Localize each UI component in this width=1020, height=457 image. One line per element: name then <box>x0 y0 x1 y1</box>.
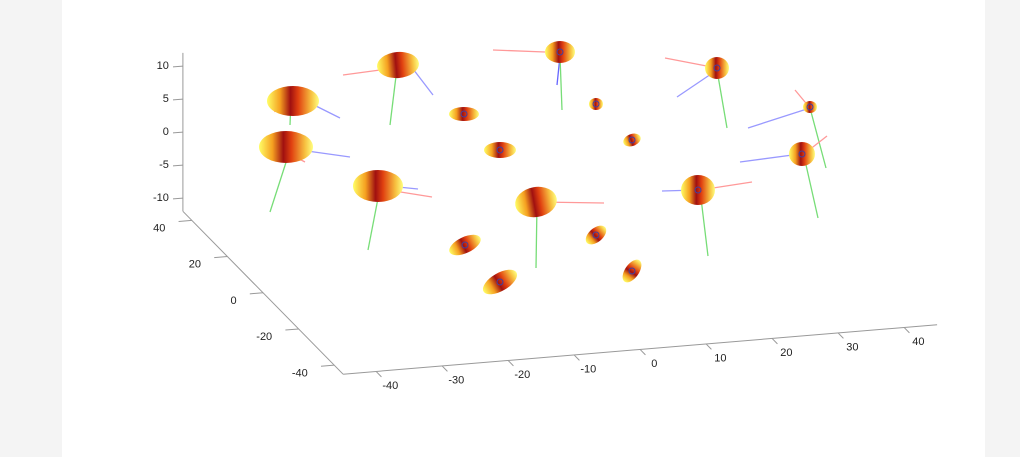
x-tick-label: 40 <box>912 336 924 348</box>
z-tick-label: -10 <box>153 192 169 204</box>
x-tick <box>903 327 910 334</box>
ellipsoid <box>267 86 319 116</box>
z-tick <box>172 131 183 134</box>
glyph-center <box>806 103 814 111</box>
glyph-center <box>460 110 468 118</box>
glyph-center <box>461 241 469 249</box>
glyph-center <box>592 100 600 108</box>
z-tick <box>172 98 183 101</box>
ellipsoid <box>585 225 607 245</box>
x-tick <box>705 343 712 350</box>
glyph-axis <box>803 155 819 219</box>
y-tick-label: 0 <box>230 295 236 307</box>
y-tick <box>214 256 228 259</box>
x-tick-label: -30 <box>448 374 464 386</box>
x-tick <box>639 349 646 356</box>
plot-background <box>62 0 985 457</box>
glyph-center <box>496 146 504 154</box>
x-tick-label: -20 <box>514 369 530 381</box>
ellipsoid <box>449 234 481 256</box>
glyph-axis <box>559 55 563 111</box>
x-tick-label: 10 <box>714 352 726 364</box>
x-tick-label: 20 <box>780 347 792 359</box>
glyph-center <box>496 278 504 286</box>
y-tick-label: 20 <box>189 259 201 271</box>
z-tick <box>172 197 183 200</box>
ellipsoid <box>681 175 715 205</box>
ellipsoid <box>623 133 641 147</box>
x-tick <box>771 338 778 345</box>
glyph-center <box>592 231 600 239</box>
y-tick-label: -20 <box>256 331 272 343</box>
glyph-center <box>628 136 636 144</box>
glyph-axis <box>492 49 546 53</box>
z-tick-label: 0 <box>163 126 169 138</box>
y-tick <box>249 292 264 295</box>
ellipsoid <box>449 107 479 121</box>
y-tick-label: 40 <box>153 222 165 234</box>
glyph-axis <box>809 107 827 169</box>
ellipsoid-glyphs <box>259 41 828 295</box>
x-tick <box>837 332 844 339</box>
x-tick-label: 0 <box>651 358 657 370</box>
ellipsoid <box>259 131 313 163</box>
ellipsoid <box>803 101 817 113</box>
glyph-axis <box>716 69 728 129</box>
x-tick-label: -40 <box>382 380 398 392</box>
x-tick <box>573 354 580 361</box>
y-tick <box>285 328 299 331</box>
ellipsoid <box>622 259 642 283</box>
y-tick-label: -40 <box>292 367 308 379</box>
x-tick-label: -10 <box>580 363 596 375</box>
ellipsoid <box>789 142 815 166</box>
y-tick <box>178 219 192 222</box>
ellipsoid <box>545 41 575 63</box>
x-tick <box>441 365 448 372</box>
x-tick <box>375 371 382 378</box>
glyph-center <box>556 48 564 56</box>
glyph-axis <box>342 69 381 76</box>
x-tick <box>507 360 514 367</box>
glyph-center <box>694 186 702 194</box>
z-tick <box>172 65 183 68</box>
axes: -40 -30 -20 -10 0 10 20 30 40 -40 -20 0 20 40 -10 -5 0 5 1… <box>153 52 938 392</box>
x-tick-label: 30 <box>846 341 858 353</box>
glyph-axis <box>747 107 811 129</box>
ellipsoid <box>515 186 557 218</box>
ellipsoid <box>484 142 516 158</box>
ellipsoid <box>353 170 403 202</box>
z-tick-label: -5 <box>159 159 169 171</box>
y-tick <box>320 364 335 367</box>
ellipsoid <box>377 51 419 79</box>
ellipsoid <box>482 269 518 295</box>
z-tick <box>172 164 183 167</box>
z-tick-label: 5 <box>163 93 169 105</box>
glyph-center <box>628 267 636 275</box>
glyph-center <box>798 150 806 158</box>
ellipsoid <box>705 57 729 79</box>
z-tick-label: 10 <box>157 60 169 72</box>
glyph-center <box>713 64 721 72</box>
ellipsoid <box>589 98 603 110</box>
